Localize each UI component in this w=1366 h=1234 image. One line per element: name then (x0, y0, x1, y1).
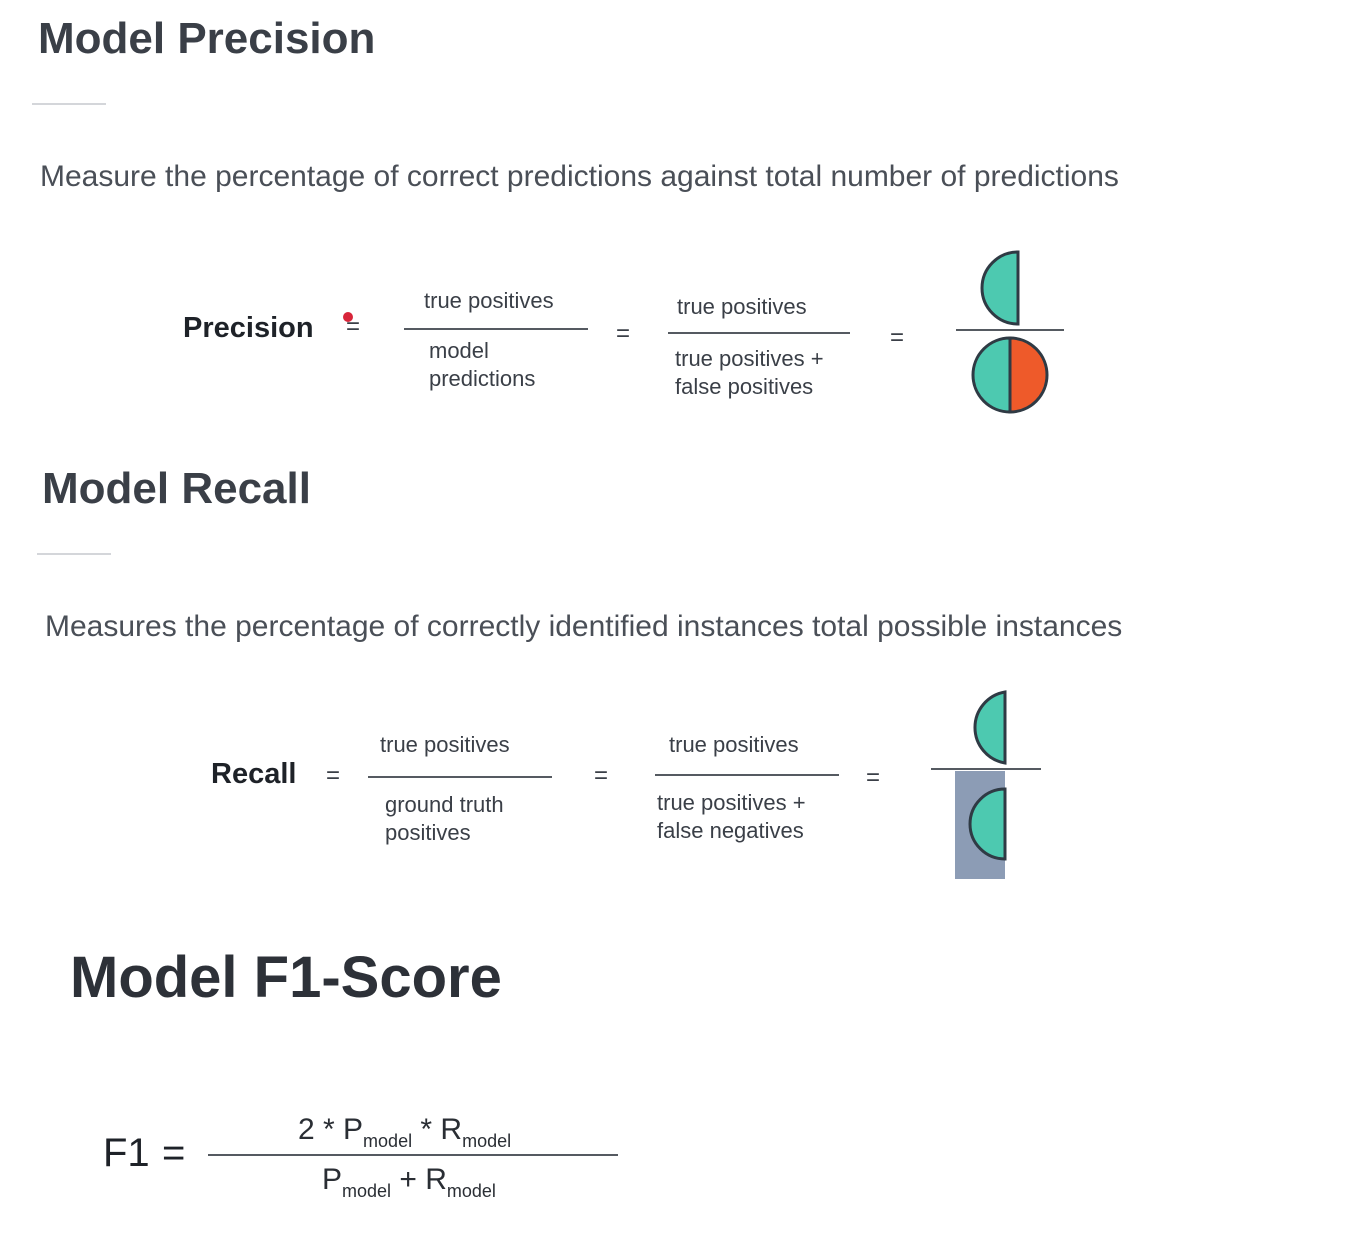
recall-frac2-numerator: true positives (669, 732, 799, 757)
recall-eq-3: = (866, 764, 881, 791)
recall-title: Model Recall (42, 464, 311, 513)
recall-visual (931, 690, 1041, 879)
f1-label: F1 (103, 1131, 150, 1175)
tp-half-circle-den-icon (968, 787, 1007, 861)
f1-eq: = (162, 1131, 186, 1175)
precision-frac2-denominator-1: true positives + (675, 346, 824, 371)
recall-title-underline (37, 553, 111, 555)
f1-num-sub-r: model (462, 1131, 512, 1151)
tp-half-circle-icon (980, 250, 1020, 326)
precision-frac1-denominator-1: model (429, 338, 489, 363)
tp-half-circle-icon (973, 690, 1007, 765)
f1-numerator: 2 * Pmodel * Rmodel (298, 1113, 511, 1152)
f1-den-plus: + R (391, 1163, 447, 1196)
f1-denominator: Pmodel + Rmodel (322, 1163, 496, 1202)
precision-frac1-denominator-2: predictions (429, 366, 536, 391)
precision-description: Measure the percentage of correct predic… (40, 160, 1119, 193)
recall-frac1-denominator-1: ground truth (385, 792, 504, 817)
f1-num-times: * R (412, 1113, 463, 1146)
precision-eq-2: = (616, 320, 631, 347)
recall-frac1-line (368, 776, 552, 778)
recall-frac2-denominator-1: true positives + (657, 790, 806, 815)
fp-half-circle-icon (1008, 336, 1049, 414)
precision-frac1-numerator: true positives (424, 288, 554, 313)
recall-frac1-numerator: true positives (380, 732, 510, 757)
pointer-dot (343, 312, 353, 322)
f1-title: Model F1-Score (70, 945, 502, 1010)
tp-half-circle-den-icon (971, 336, 1012, 414)
f1-fraction-line (208, 1154, 618, 1156)
precision-title: Model Precision (38, 14, 376, 63)
recall-label: Recall (211, 758, 297, 790)
recall-frac2-line (655, 774, 839, 776)
f1-num-sub-p: model (363, 1131, 413, 1151)
recall-description: Measures the percentage of correctly ide… (45, 610, 1123, 643)
precision-frac2-numerator: true positives (677, 294, 807, 319)
recall-eq-2: = (594, 762, 609, 789)
precision-eq-1: = (346, 313, 361, 340)
precision-title-underline (32, 103, 106, 105)
precision-label: Precision (183, 312, 314, 344)
precision-frac1-line (404, 328, 588, 330)
recall-frac2-denominator-2: false negatives (657, 818, 804, 843)
f1-num-prefix: 2 * P (298, 1113, 364, 1146)
f1-den-p: P (322, 1163, 343, 1196)
precision-frac2-denominator-2: false positives (675, 374, 814, 399)
precision-frac2-line (668, 332, 850, 334)
precision-visual (956, 250, 1064, 414)
recall-frac1-denominator-2: positives (385, 820, 471, 845)
f1-den-sub-p: model (342, 1181, 392, 1201)
recall-eq-1: = (326, 762, 341, 789)
f1-den-sub-r: model (446, 1181, 496, 1201)
precision-eq-3: = (890, 324, 905, 351)
